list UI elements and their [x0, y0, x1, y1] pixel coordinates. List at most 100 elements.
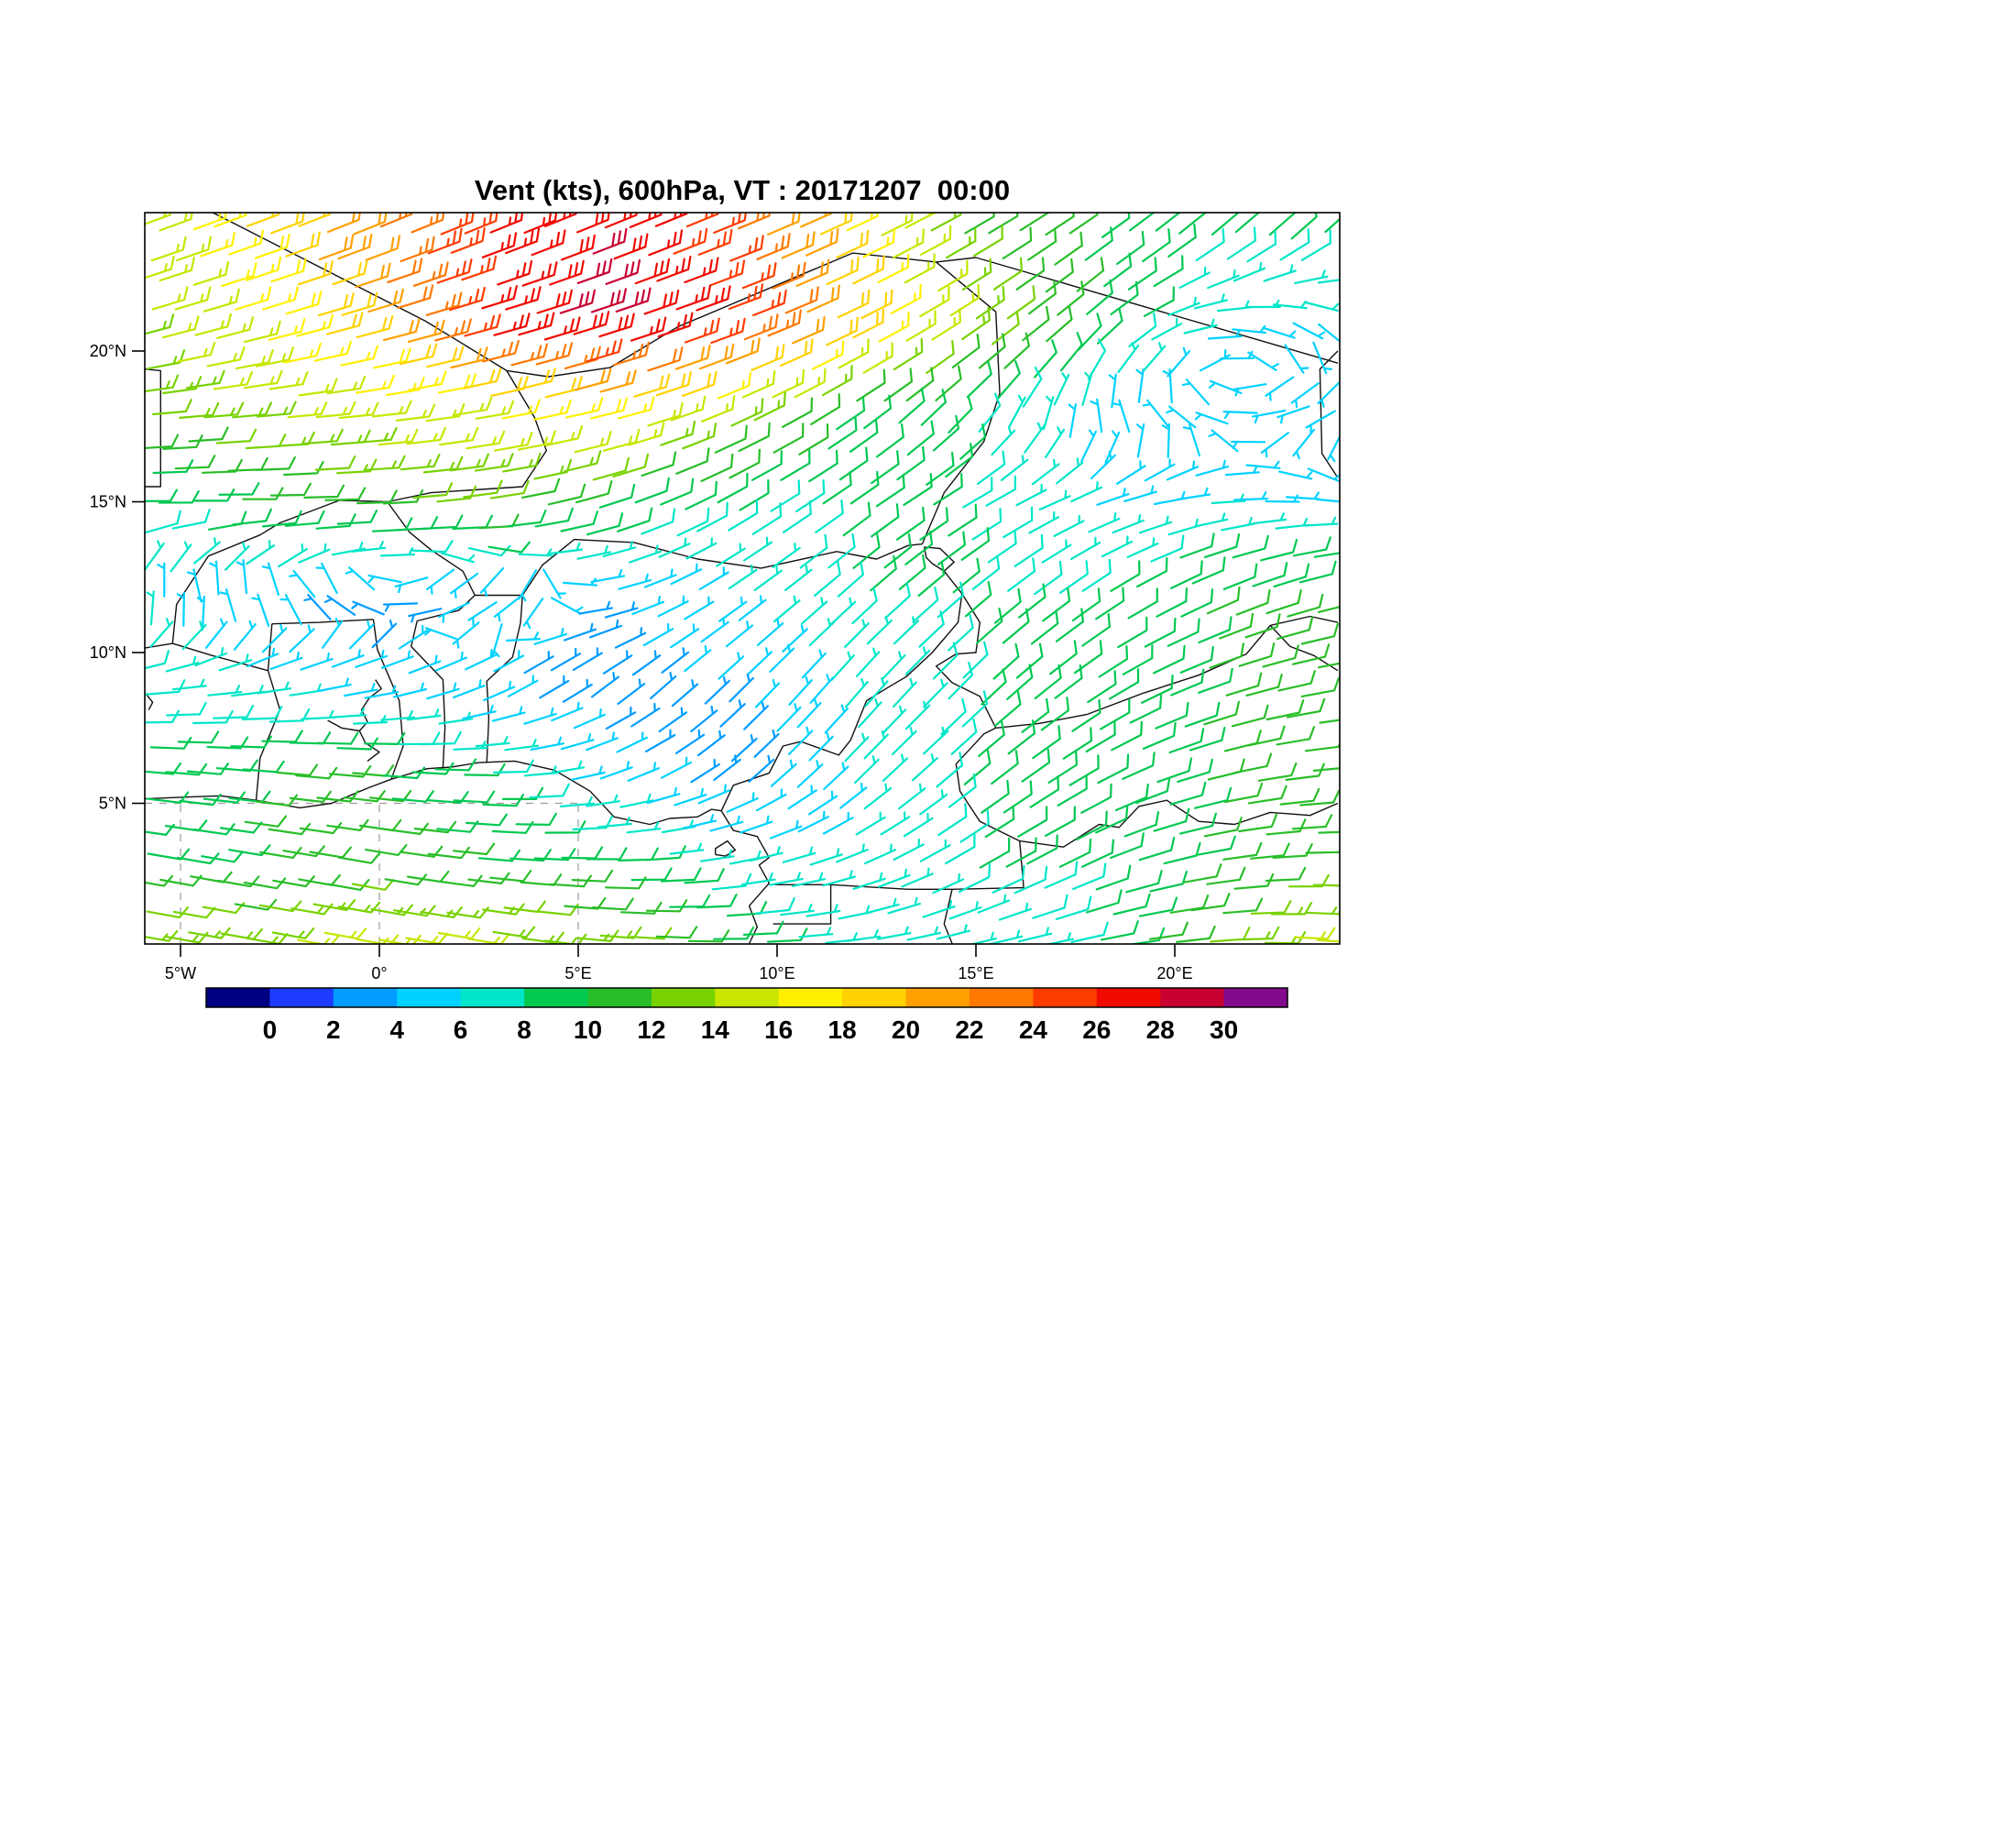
wind-barb	[1194, 412, 1229, 425]
wind-barb	[481, 285, 518, 310]
wind-barb	[504, 738, 540, 752]
wind-barb	[826, 256, 860, 286]
wind-barb	[461, 255, 498, 281]
wind-barb	[297, 260, 334, 286]
wind-barb	[440, 213, 475, 236]
wind-barb	[676, 507, 710, 537]
wind-barb	[602, 428, 641, 452]
wind-barb	[475, 736, 510, 748]
wind-barb	[1222, 897, 1264, 915]
wind-barb	[945, 443, 974, 478]
wind-barb	[561, 846, 603, 860]
wind-barb	[452, 621, 480, 649]
wind-barb	[904, 646, 931, 675]
wind-barb	[543, 213, 577, 227]
wind-barb	[563, 622, 597, 642]
wind-barb	[467, 544, 511, 557]
wind-barb	[670, 395, 707, 422]
wind-barb	[225, 542, 250, 571]
wind-barb	[931, 308, 961, 341]
wind-barb	[742, 920, 784, 936]
wind-barb	[753, 391, 786, 422]
wind-barb	[185, 369, 225, 390]
wind-barb	[1183, 318, 1218, 335]
wind-barb	[483, 680, 516, 702]
wind-barb	[464, 213, 499, 235]
wind-barb	[726, 901, 768, 917]
wind-barb	[282, 845, 325, 858]
wind-barb	[427, 227, 463, 255]
wind-barb	[728, 283, 764, 310]
wind-barb	[518, 312, 555, 336]
wind-barb	[1018, 583, 1046, 619]
wind-barb	[1304, 741, 1340, 752]
wind-barb	[145, 540, 165, 572]
country-border	[772, 884, 832, 925]
wind-barb	[1109, 832, 1145, 860]
wind-barb	[856, 368, 886, 402]
country-border	[411, 620, 446, 768]
wind-barb	[493, 313, 531, 336]
wind-barb	[1167, 618, 1200, 647]
wind-barb	[634, 477, 670, 504]
country-border	[935, 593, 1024, 888]
wind-barb	[1141, 675, 1174, 704]
wind-barb	[543, 316, 581, 341]
wind-barb	[1207, 269, 1240, 290]
wind-barb	[323, 927, 367, 940]
wind-barb	[940, 697, 967, 736]
wind-barb	[901, 867, 934, 888]
wind-barb	[1059, 560, 1089, 594]
wind-barb	[671, 679, 699, 708]
wind-barb	[1195, 227, 1225, 262]
wind-barb	[1081, 558, 1112, 592]
wind-barb	[228, 790, 271, 804]
wind-barb	[784, 565, 813, 592]
wind-barb	[821, 365, 853, 397]
wind-barb	[326, 375, 367, 395]
wind-barb	[1021, 697, 1050, 733]
wind-barb	[669, 842, 705, 855]
wind-barb	[318, 234, 355, 261]
wind-barb	[751, 450, 783, 481]
wind-barb	[351, 541, 387, 553]
wind-barb	[829, 597, 857, 626]
wind-barb	[836, 396, 866, 431]
wind-barb	[188, 426, 229, 443]
wind-barb	[741, 262, 777, 290]
wind-barb	[1127, 587, 1158, 620]
country-border	[1319, 350, 1339, 478]
wind-barb	[1096, 488, 1130, 506]
wind-barb	[497, 259, 533, 286]
wind-barb	[811, 340, 845, 370]
wind-barb	[1085, 889, 1123, 914]
wind-barb	[1276, 726, 1316, 746]
colorbar-tick-label: 6	[454, 1015, 468, 1044]
wind-barb	[1265, 818, 1307, 836]
wind-barb	[919, 839, 951, 862]
wind-barb	[993, 587, 1022, 624]
wind-barb	[422, 514, 464, 530]
wind-barb	[756, 618, 784, 646]
wind-barb	[1040, 697, 1069, 731]
wind-barb	[479, 566, 505, 598]
colorbar-tick-label: 18	[828, 1015, 857, 1044]
wind-barb	[619, 793, 654, 808]
wind-barb	[1112, 399, 1131, 434]
wind-barb	[822, 811, 854, 835]
wind-barb	[839, 782, 868, 809]
country-border	[372, 619, 404, 780]
wind-barb	[864, 677, 889, 708]
wind-barb	[192, 213, 227, 231]
wind-barb	[658, 537, 691, 558]
wind-barb	[855, 811, 886, 836]
wind-barb	[617, 678, 646, 705]
wind-barb	[1070, 481, 1103, 503]
colorbar-tick-label: 12	[637, 1015, 665, 1044]
wind-barb	[1183, 863, 1222, 884]
wind-barb	[919, 789, 948, 816]
colorbar-segment	[651, 988, 716, 1007]
wind-barb	[936, 752, 963, 788]
wind-barb	[985, 475, 1016, 507]
